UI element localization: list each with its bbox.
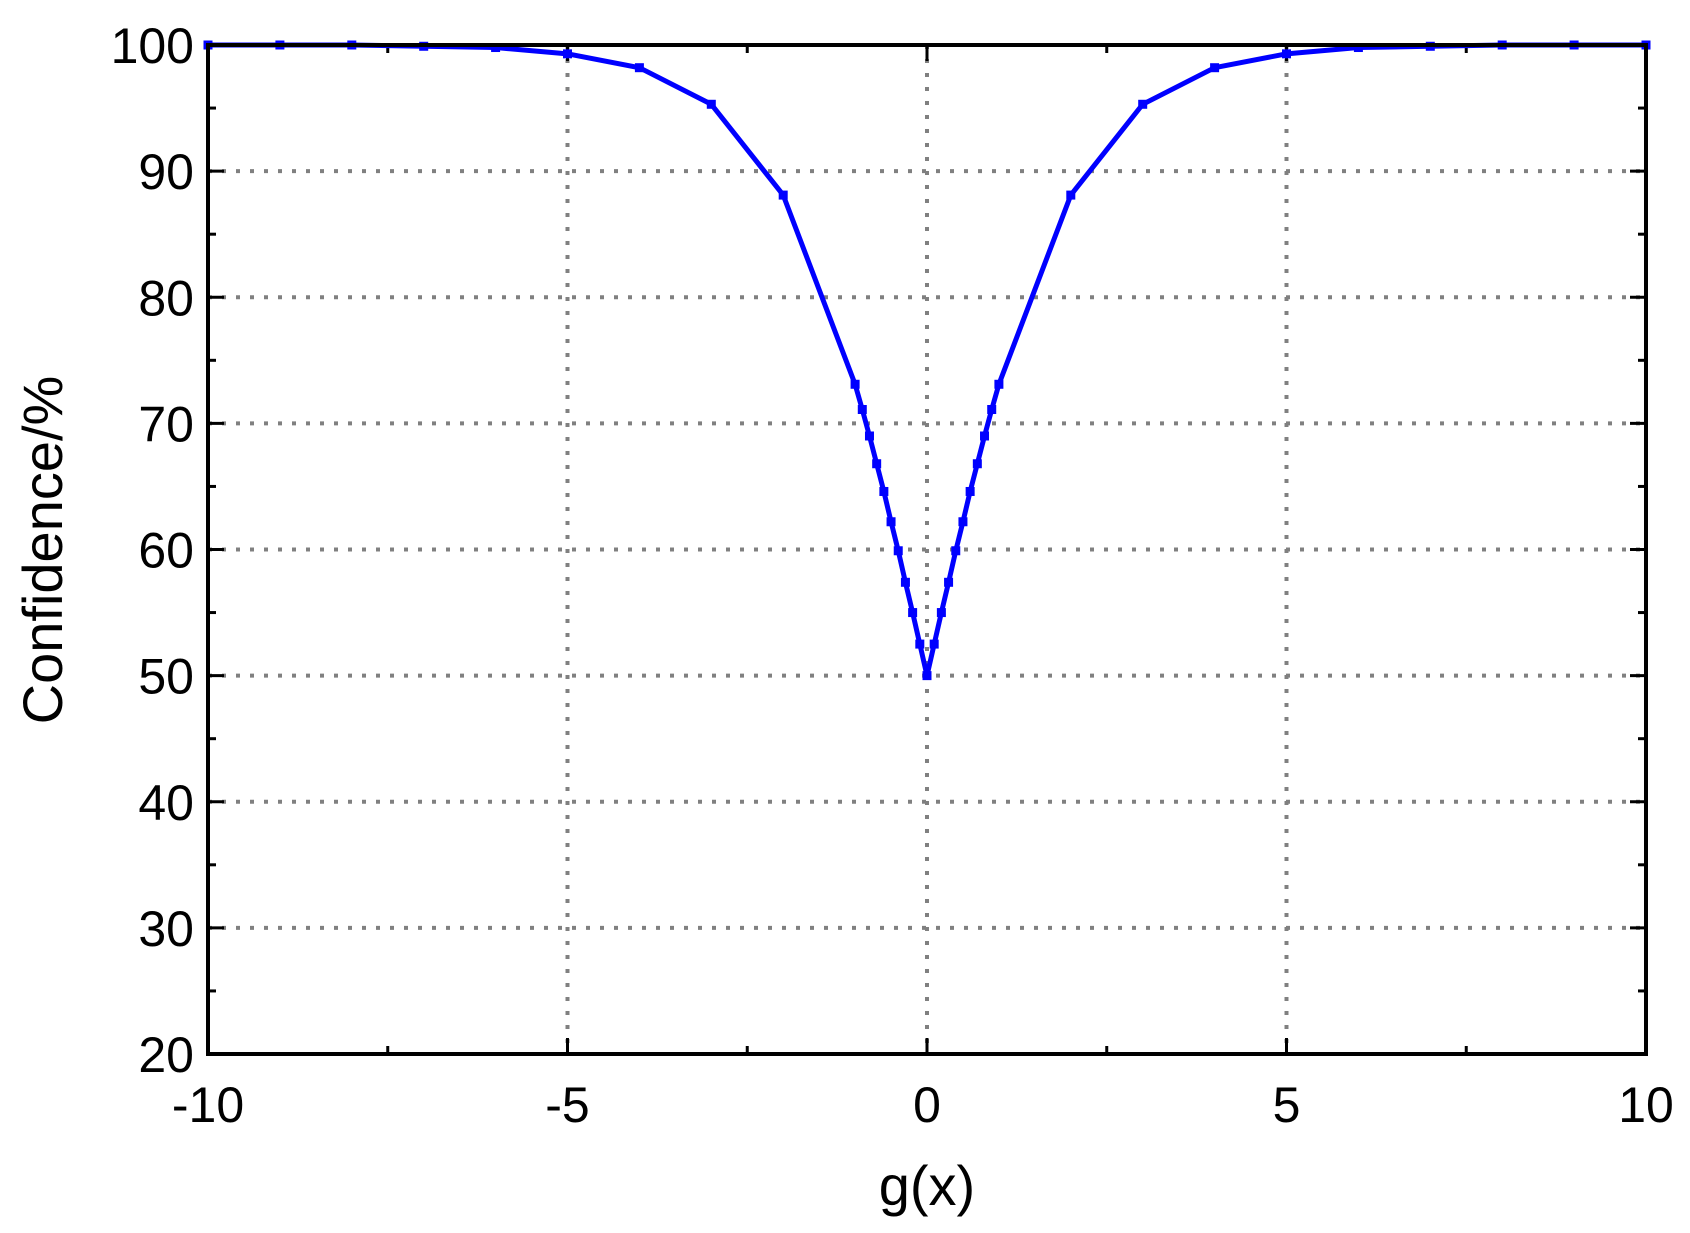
data-point [900, 577, 910, 587]
data-line [208, 42, 1646, 679]
data-point [1282, 49, 1291, 59]
data-point [857, 405, 867, 415]
data-point [886, 517, 896, 527]
data-point [922, 671, 932, 681]
data-point [972, 459, 982, 469]
data-point [879, 486, 889, 496]
data-point [915, 639, 925, 649]
data-point [980, 431, 990, 441]
x-tick-label: 10 [1618, 1077, 1674, 1133]
data-point [1210, 63, 1220, 73]
data-point [634, 63, 644, 73]
x-tick-label: 0 [913, 1077, 941, 1133]
data-point [994, 379, 1004, 389]
data-point [850, 379, 860, 389]
x-tick-label: 5 [1273, 1077, 1301, 1133]
y-tick-label: 90 [138, 144, 194, 200]
data-point [706, 99, 716, 109]
data-point [908, 608, 918, 618]
data-point [987, 405, 997, 415]
y-axis-label: Confidence/% [11, 376, 74, 725]
data-point [893, 546, 903, 556]
y-tick-label: 100 [111, 18, 194, 74]
y-tick-label: 50 [138, 649, 194, 705]
y-tick-label: 70 [138, 396, 194, 452]
x-tick-label: -10 [172, 1077, 244, 1133]
x-tick-label: -5 [545, 1077, 589, 1133]
plot-frame [206, 43, 1648, 1056]
data-point [944, 577, 954, 587]
y-tick-label: 80 [138, 270, 194, 326]
data-point [951, 546, 961, 556]
data-point [936, 608, 946, 618]
y-tick-label: 40 [138, 775, 194, 831]
data-point [1138, 99, 1148, 109]
data-point [491, 43, 501, 53]
data-point [958, 517, 968, 527]
data-point [1353, 43, 1363, 53]
x-axis-label: g(x) [879, 1154, 975, 1217]
data-point [563, 49, 572, 59]
data-point [1066, 190, 1076, 200]
data-point [864, 431, 874, 441]
y-tick-label: 60 [138, 523, 194, 579]
data-point [965, 486, 975, 496]
data-point [778, 190, 788, 200]
data-point [929, 639, 939, 649]
y-tick-label: 30 [138, 901, 194, 957]
y-tick-label: 20 [138, 1027, 194, 1083]
data-point [872, 459, 882, 469]
